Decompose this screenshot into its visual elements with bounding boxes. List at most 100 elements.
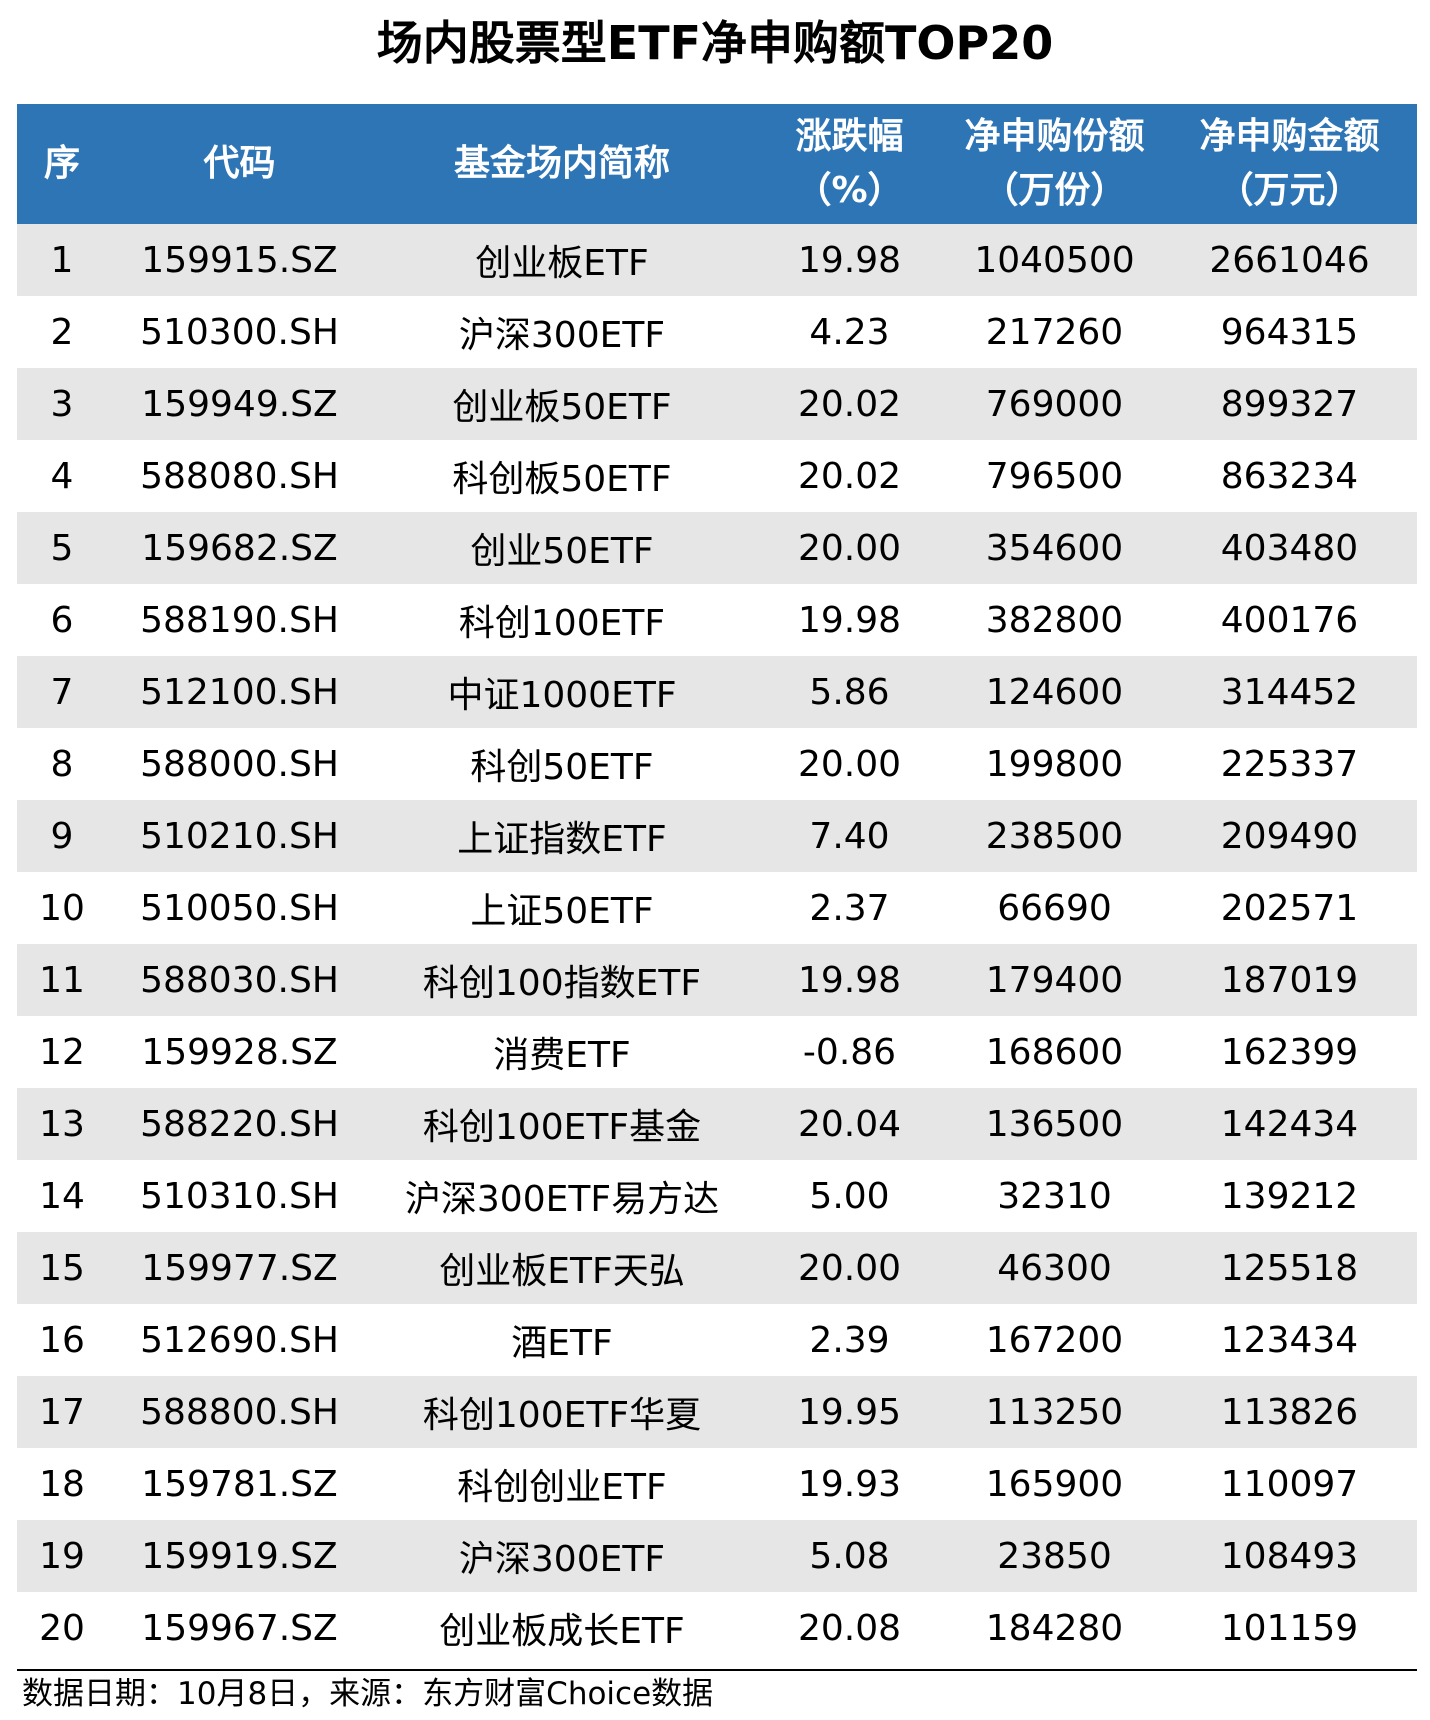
cell-name: 消费ETF [372,1016,752,1088]
cell-name: 创业板ETF天弘 [372,1232,752,1304]
header-share-line1: 净申购份额 [964,116,1145,157]
cell-share: 66690 [947,872,1162,944]
cell-code: 159915.SZ [107,224,372,296]
table-row: 2 510300.SH 沪深300ETF 4.23 217260 964315 [17,296,1417,368]
table-header-row: 序 代码 基金场内简称 涨跌幅 （%） 净申购份额 （万份） 净申购金额 （万元… [17,104,1417,224]
table-row: 9 510210.SH 上证指数ETF 7.40 238500 209490 [17,800,1417,872]
table-row: 5 159682.SZ 创业50ETF 20.00 354600 403480 [17,512,1417,584]
cell-code: 588030.SH [107,944,372,1016]
cell-share: 1040500 [947,224,1162,296]
cell-code: 510050.SH [107,872,372,944]
cell-change: -0.86 [752,1016,947,1088]
table-row: 15 159977.SZ 创业板ETF天弘 20.00 46300 125518 [17,1232,1417,1304]
cell-name: 科创100指数ETF [372,944,752,1016]
header-share: 净申购份额 （万份） [947,104,1162,224]
header-amount-line1: 净申购金额 [1199,116,1380,157]
cell-share: 354600 [947,512,1162,584]
cell-name: 上证指数ETF [372,800,752,872]
cell-name: 中证1000ETF [372,656,752,728]
cell-name: 上证50ETF [372,872,752,944]
cell-name: 科创100ETF华夏 [372,1376,752,1448]
cell-name: 科创板50ETF [372,440,752,512]
cell-code: 159977.SZ [107,1232,372,1304]
cell-amount: 403480 [1162,512,1417,584]
cell-share: 179400 [947,944,1162,1016]
cell-amount: 125518 [1162,1232,1417,1304]
cell-share: 113250 [947,1376,1162,1448]
header-change-line1: 涨跌幅 [795,116,904,157]
cell-index: 8 [17,728,107,800]
cell-change: 4.23 [752,296,947,368]
table-row: 14 510310.SH 沪深300ETF易方达 5.00 32310 139212 [17,1160,1417,1232]
header-amount-line2: （万元） [1217,170,1362,211]
cell-share: 136500 [947,1088,1162,1160]
cell-index: 13 [17,1088,107,1160]
cell-code: 159967.SZ [107,1592,372,1664]
cell-change: 7.40 [752,800,947,872]
table-row: 13 588220.SH 科创100ETF基金 20.04 136500 142434 [17,1088,1417,1160]
cell-amount: 202571 [1162,872,1417,944]
cell-index: 1 [17,224,107,296]
cell-code: 159919.SZ [107,1520,372,1592]
cell-amount: 110097 [1162,1448,1417,1520]
footer-divider [17,1669,1417,1671]
cell-index: 9 [17,800,107,872]
cell-name: 创业板50ETF [372,368,752,440]
cell-share: 32310 [947,1160,1162,1232]
table-row: 3 159949.SZ 创业板50ETF 20.02 769000 899327 [17,368,1417,440]
cell-change: 2.39 [752,1304,947,1376]
cell-amount: 187019 [1162,944,1417,1016]
cell-change: 20.08 [752,1592,947,1664]
cell-index: 16 [17,1304,107,1376]
cell-name: 创业板ETF [372,224,752,296]
cell-change: 2.37 [752,872,947,944]
cell-share: 167200 [947,1304,1162,1376]
cell-change: 19.98 [752,584,947,656]
cell-amount: 123434 [1162,1304,1417,1376]
cell-share: 168600 [947,1016,1162,1088]
cell-amount: 2661046 [1162,224,1417,296]
header-share-line2: （万份） [982,170,1127,211]
cell-change: 20.04 [752,1088,947,1160]
cell-change: 19.98 [752,944,947,1016]
header-name: 基金场内简称 [372,104,752,224]
cell-index: 4 [17,440,107,512]
cell-index: 11 [17,944,107,1016]
header-change-line2: （%） [795,170,904,211]
footer-note: 数据日期：10月8日，来源：东方财富Choice数据 [22,1676,714,1712]
table-row: 8 588000.SH 科创50ETF 20.00 199800 225337 [17,728,1417,800]
table-row: 4 588080.SH 科创板50ETF 20.02 796500 863234 [17,440,1417,512]
cell-code: 512100.SH [107,656,372,728]
table-row: 1 159915.SZ 创业板ETF 19.98 1040500 2661046 [17,224,1417,296]
cell-index: 18 [17,1448,107,1520]
cell-amount: 142434 [1162,1088,1417,1160]
cell-name: 科创50ETF [372,728,752,800]
header-change: 涨跌幅 （%） [752,104,947,224]
cell-change: 5.08 [752,1520,947,1592]
cell-code: 588000.SH [107,728,372,800]
cell-amount: 899327 [1162,368,1417,440]
cell-name: 沪深300ETF [372,296,752,368]
cell-name: 创业50ETF [372,512,752,584]
cell-code: 588080.SH [107,440,372,512]
cell-code: 588220.SH [107,1088,372,1160]
cell-change: 19.93 [752,1448,947,1520]
cell-code: 588190.SH [107,584,372,656]
cell-index: 6 [17,584,107,656]
cell-code: 159949.SZ [107,368,372,440]
cell-amount: 113826 [1162,1376,1417,1448]
cell-share: 382800 [947,584,1162,656]
cell-change: 20.02 [752,368,947,440]
table-row: 10 510050.SH 上证50ETF 2.37 66690 202571 [17,872,1417,944]
header-code: 代码 [107,104,372,224]
cell-name: 沪深300ETF [372,1520,752,1592]
cell-amount: 863234 [1162,440,1417,512]
cell-index: 12 [17,1016,107,1088]
table-row: 16 512690.SH 酒ETF 2.39 167200 123434 [17,1304,1417,1376]
etf-table: 序 代码 基金场内简称 涨跌幅 （%） 净申购份额 （万份） 净申购金额 （万元… [17,104,1417,1664]
cell-code: 588800.SH [107,1376,372,1448]
cell-index: 20 [17,1592,107,1664]
cell-code: 512690.SH [107,1304,372,1376]
table-body: 1 159915.SZ 创业板ETF 19.98 1040500 2661046 2 5103… [17,224,1417,1664]
table-row: 18 159781.SZ 科创创业ETF 19.93 165900 110097 [17,1448,1417,1520]
